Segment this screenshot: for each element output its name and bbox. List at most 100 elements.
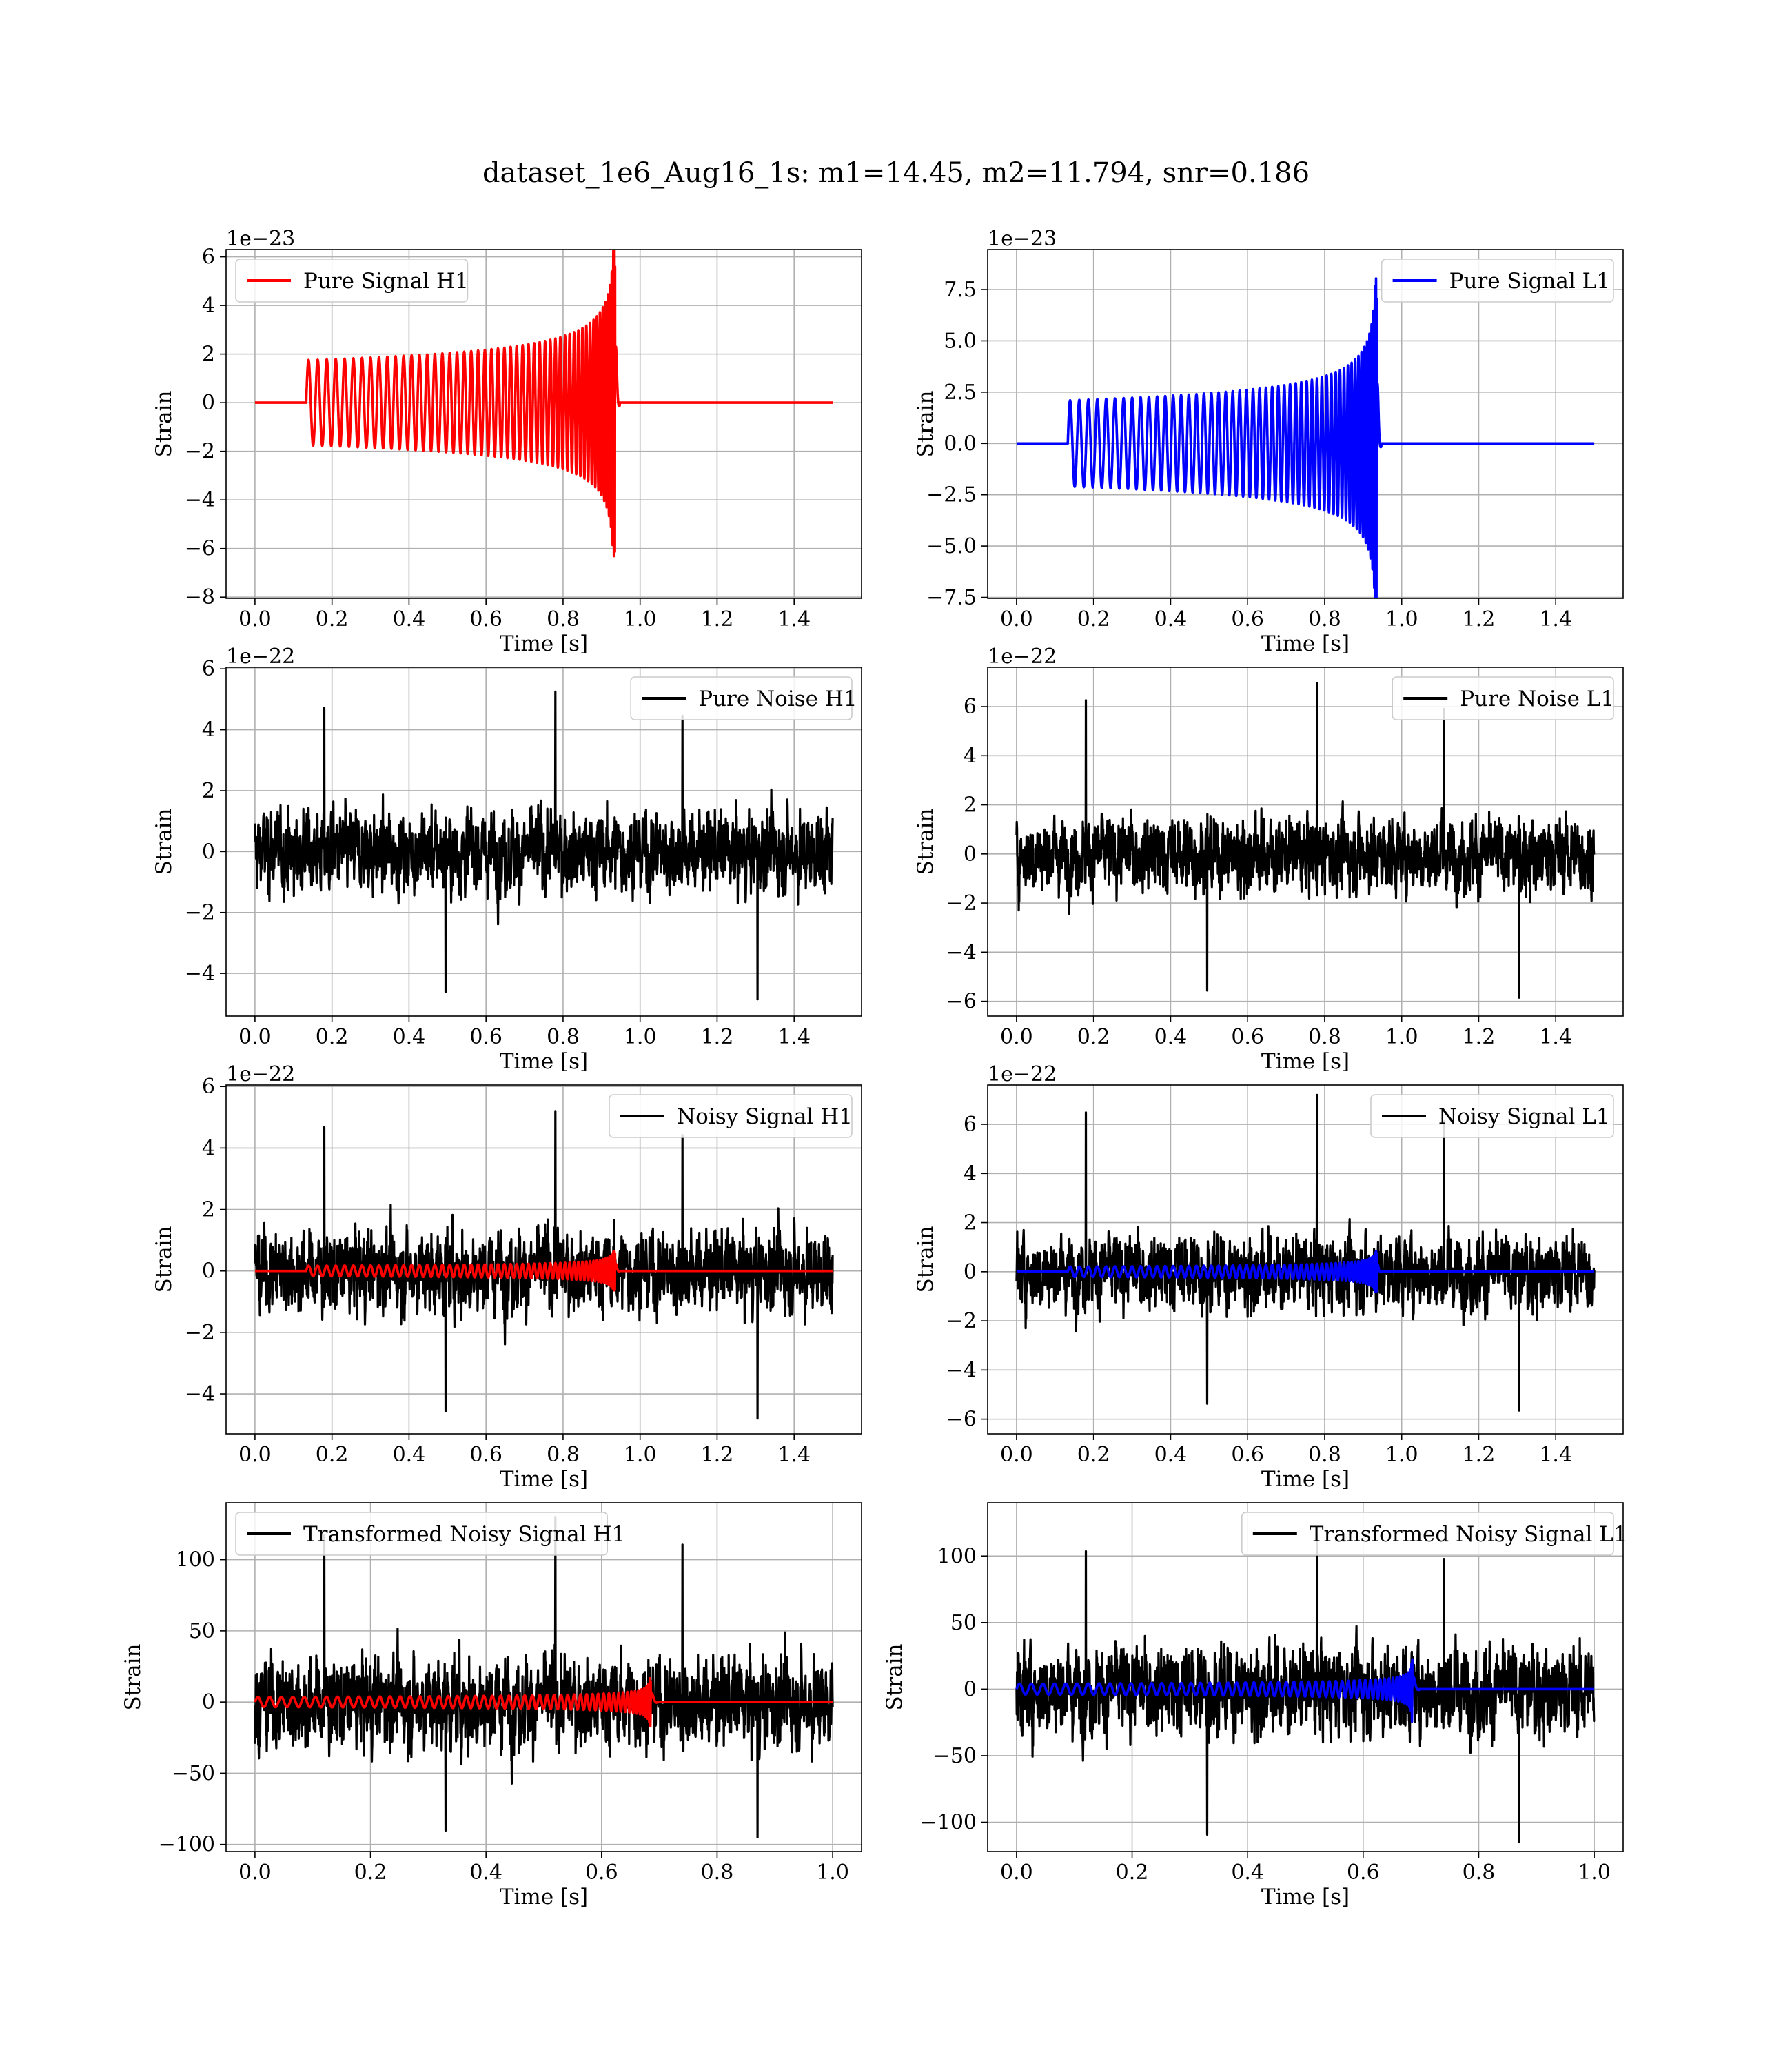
- legend: Noisy Signal L1: [1370, 1094, 1614, 1138]
- legend-box: [1370, 1094, 1614, 1138]
- x-tick-label: 0.2: [1077, 1025, 1110, 1049]
- x-tick-label: 0.4: [1231, 1861, 1264, 1885]
- x-tick-label: 0.2: [316, 607, 349, 631]
- x-tick-label: 1.0: [1578, 1861, 1611, 1885]
- x-tick-label: 0.6: [1231, 1443, 1264, 1467]
- y-tick-label: 0: [202, 1259, 215, 1284]
- x-tick-label: 0.0: [1000, 1025, 1033, 1049]
- chart-panel-4: 0.0 0.2 0.4 0.6 0.8 1.0 1.2 1.4 −6 −4 −2 0 2 4 6 Time […: [913, 645, 1624, 1074]
- y-tick-label: 2: [964, 793, 977, 818]
- y-tick-label: −4: [185, 962, 215, 986]
- legend-label: Noisy Signal L1: [1438, 1104, 1610, 1129]
- y-tick-label: 4: [964, 744, 977, 768]
- x-axis-label: Time [s]: [500, 631, 588, 656]
- plot-area: [254, 690, 834, 1001]
- y-tick-label: 0: [202, 1690, 215, 1714]
- x-tick-label: 0.4: [1154, 1025, 1188, 1049]
- y-tick-label: 2: [202, 343, 215, 367]
- x-axis-label: Time [s]: [500, 1049, 588, 1074]
- y-axis-label: Strain: [913, 1226, 938, 1293]
- x-tick-label: 0.4: [393, 1025, 426, 1049]
- y-tick-label: −6: [946, 990, 977, 1014]
- x-tick-label: 0.0: [238, 1861, 272, 1885]
- y-tick-label: −2: [946, 1309, 977, 1333]
- x-tick-label: 0.6: [1231, 1025, 1264, 1049]
- y-tick-label: 2.5: [944, 381, 977, 405]
- y-axis-label: Strain: [152, 1226, 176, 1293]
- legend-label: Transformed Noisy Signal H1: [303, 1522, 625, 1547]
- y-axis-label: Strain: [913, 391, 938, 458]
- x-tick-label: 0.0: [238, 1443, 272, 1467]
- y-tick-label: −4: [185, 1382, 215, 1406]
- x-tick-label: 0.6: [1347, 1861, 1380, 1885]
- x-tick-label: 0.8: [701, 1861, 734, 1885]
- x-tick-label: 0.0: [238, 1025, 272, 1049]
- legend-box: [235, 1512, 609, 1556]
- y-tick-label: −50: [172, 1761, 215, 1785]
- y-tick-label: 6: [202, 1075, 215, 1099]
- y-tick-label: 50: [950, 1611, 977, 1635]
- axes-frame: [987, 667, 1624, 1017]
- legend: Pure Signal H1: [235, 258, 469, 303]
- axis-offset-label: 1e−22: [226, 1062, 295, 1086]
- legend-label: Noisy Signal H1: [677, 1104, 853, 1129]
- x-tick-label: 0.0: [1000, 1861, 1033, 1885]
- y-tick-label: 4: [202, 294, 215, 318]
- chart-panel-7: 0.0 0.2 0.4 0.6 0.8 1.0 −100 −50 0 50 100 Time [s] S…: [121, 1502, 862, 1909]
- legend: Noisy Signal H1: [609, 1094, 853, 1138]
- x-axis-label: Time [s]: [1261, 1885, 1350, 1909]
- x-tick-label: 1.2: [1463, 1443, 1496, 1467]
- x-axis-label: Time [s]: [1261, 1049, 1350, 1074]
- y-tick-label: −100: [920, 1811, 977, 1835]
- x-tick-label: 0.6: [585, 1861, 618, 1885]
- x-tick-label: 0.8: [547, 607, 580, 631]
- axis-offset-label: 1e−23: [226, 227, 295, 251]
- y-tick-label: 4: [202, 1136, 215, 1160]
- legend-label: Pure Noise L1: [1460, 687, 1614, 711]
- y-tick-label: 5.0: [944, 329, 977, 353]
- x-tick-label: 0.2: [1116, 1861, 1149, 1885]
- plot-area: [254, 250, 834, 558]
- x-tick-label: 1.2: [701, 1443, 734, 1467]
- y-tick-label: −4: [185, 488, 215, 512]
- x-tick-label: 0.8: [547, 1443, 580, 1467]
- x-tick-label: 1.4: [777, 607, 811, 631]
- series-line-1: [1015, 682, 1596, 999]
- y-tick-label: 50: [189, 1619, 215, 1643]
- axes-frame: [987, 1084, 1624, 1435]
- series-line-1: [1015, 1093, 1596, 1412]
- plot-area: [1015, 682, 1596, 999]
- chart-panel-3: 0.0 0.2 0.4 0.6 0.8 1.0 1.2 1.4 −4 −2 0 2 4 6 Time [s]…: [152, 645, 862, 1074]
- x-tick-label: 1.0: [624, 607, 657, 631]
- x-tick-label: 0.0: [1000, 607, 1033, 631]
- y-tick-label: 100: [176, 1548, 215, 1572]
- y-tick-label: 6: [202, 245, 215, 270]
- legend-label: Pure Signal L1: [1449, 269, 1610, 294]
- x-tick-label: 0.2: [1077, 1443, 1110, 1467]
- x-tick-label: 0.8: [547, 1025, 580, 1049]
- x-tick-label: 1.4: [1539, 1443, 1572, 1467]
- x-tick-label: 1.4: [1539, 1025, 1572, 1049]
- y-tick-label: 0: [964, 1260, 977, 1284]
- x-tick-label: 0.8: [1308, 1025, 1341, 1049]
- chart-panel-2: 0.0 0.2 0.4 0.6 0.8 1.0 1.2 1.4 −7.5 −5.0 −2.5 0.0 2…: [913, 227, 1624, 656]
- x-axis-label: Time [s]: [500, 1885, 588, 1909]
- x-tick-label: 1.2: [701, 1025, 734, 1049]
- y-tick-label: 2: [202, 779, 215, 803]
- x-tick-label: 0.2: [354, 1861, 387, 1885]
- y-tick-label: −2.5: [926, 483, 977, 507]
- y-tick-label: 0: [202, 840, 215, 864]
- axis-offset-label: 1e−22: [988, 645, 1057, 669]
- y-tick-label: 2: [202, 1198, 215, 1222]
- y-tick-label: −5.0: [926, 534, 977, 558]
- y-tick-label: 6: [964, 1113, 977, 1137]
- y-tick-label: 4: [202, 718, 215, 742]
- chart-panel-1: 0.0 0.2 0.4 0.6 0.8 1.0 1.2 1.4 −8 −6 −4 −2 0 2 4 6 Time…: [152, 227, 862, 656]
- x-tick-label: 0.4: [469, 1861, 502, 1885]
- x-axis-label: Time [s]: [500, 1467, 588, 1492]
- x-tick-label: 0.2: [1077, 607, 1110, 631]
- y-tick-label: 6: [964, 695, 977, 719]
- axes-frame: [987, 249, 1624, 599]
- series-line-2: [254, 1676, 834, 1728]
- x-tick-label: 1.4: [777, 1443, 811, 1467]
